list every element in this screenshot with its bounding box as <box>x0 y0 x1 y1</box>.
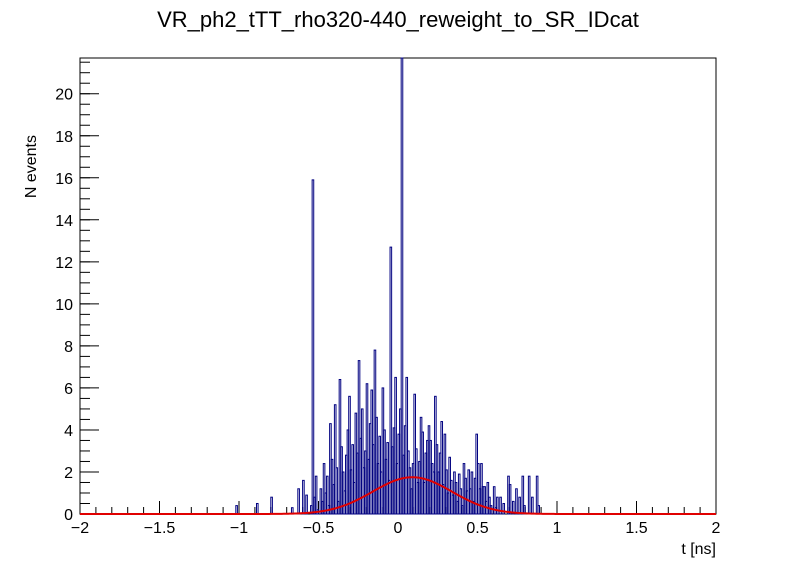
x-tick-label: 0 <box>394 520 403 537</box>
histogram-bin <box>459 488 463 515</box>
histogram-bin <box>325 475 329 515</box>
histogram-bin <box>454 481 458 515</box>
histogram-bin <box>255 502 259 515</box>
y-tick-label: 16 <box>55 171 73 188</box>
histogram-bin <box>496 496 499 515</box>
histogram-bin <box>297 488 300 515</box>
histogram-bin <box>322 463 326 515</box>
histogram-bin <box>445 469 448 515</box>
histogram-bin <box>502 502 506 515</box>
x-tick-label: 2 <box>712 520 721 537</box>
histogram-bin <box>537 505 541 515</box>
y-tick-label: 18 <box>55 129 73 146</box>
histogram-bin <box>311 179 315 515</box>
histogram-bin <box>314 475 318 515</box>
x-tick-label: 1 <box>553 520 562 537</box>
histogram-bin <box>470 471 474 515</box>
histogram-bin <box>483 486 486 515</box>
histogram-bin <box>357 360 361 515</box>
histogram-bin <box>421 431 424 515</box>
x-tick-label: −1.5 <box>144 520 176 537</box>
histogram-bin <box>235 505 238 515</box>
histogram-bin <box>351 444 354 515</box>
y-tick-labels: 0 2 4 6 8 10 12 14 16 18 20 <box>55 87 73 524</box>
histogram-bin <box>348 395 351 515</box>
histogram-bin <box>527 475 531 515</box>
histogram-bin <box>405 376 409 515</box>
histogram-bin <box>335 467 339 515</box>
y-tick-label: 0 <box>64 507 73 524</box>
y-tick-label: 2 <box>64 465 73 482</box>
y-axis <box>80 61 99 515</box>
y-tick-label: 12 <box>55 255 73 272</box>
x-tick-label: 1.5 <box>625 520 647 537</box>
x-tick-label: −1 <box>230 520 248 537</box>
y-tick-label: 6 <box>64 381 73 398</box>
x-tick-labels: −2 −1.5 −1 −0.5 0 0.5 1 1.5 2 <box>71 520 721 537</box>
histogram-bin <box>515 488 518 515</box>
y-tick-label: 20 <box>55 87 73 104</box>
histogram-bin <box>389 246 393 515</box>
chart-title: VR_ph2_tTT_rho320-440_reweight_to_SR_IDc… <box>157 7 639 32</box>
histogram-bin <box>492 486 496 515</box>
histogram-bars <box>235 57 541 515</box>
histogram-bin <box>511 500 515 515</box>
histogram-bin <box>394 376 397 515</box>
histogram-bin <box>414 448 418 515</box>
histogram-bin <box>305 494 308 515</box>
y-tick-label: 10 <box>55 297 73 314</box>
histogram-bin <box>270 496 273 515</box>
y-axis-label: N events <box>23 135 40 198</box>
histogram-bin <box>400 57 404 515</box>
y-tick-label: 8 <box>64 339 73 356</box>
x-axis-label: t [ns] <box>681 541 716 558</box>
x-tick-label: −2 <box>71 520 89 537</box>
x-tick-label: −0.5 <box>303 520 335 537</box>
y-tick-label: 14 <box>55 213 73 230</box>
histogram-bin <box>440 421 444 515</box>
histogram-bin <box>386 442 389 515</box>
histogram-bin <box>333 404 337 515</box>
histogram-bin <box>518 496 521 515</box>
histogram-bin <box>508 484 512 515</box>
x-tick-label: 0.5 <box>466 520 488 537</box>
histogram-bin <box>302 479 305 515</box>
histogram-bin <box>499 496 502 515</box>
histogram-bin <box>360 408 364 515</box>
histogram-bin <box>365 383 369 515</box>
gaussian-fit-curve <box>80 476 716 515</box>
histogram-bin <box>531 496 534 515</box>
y-tick-label: 4 <box>64 423 73 440</box>
